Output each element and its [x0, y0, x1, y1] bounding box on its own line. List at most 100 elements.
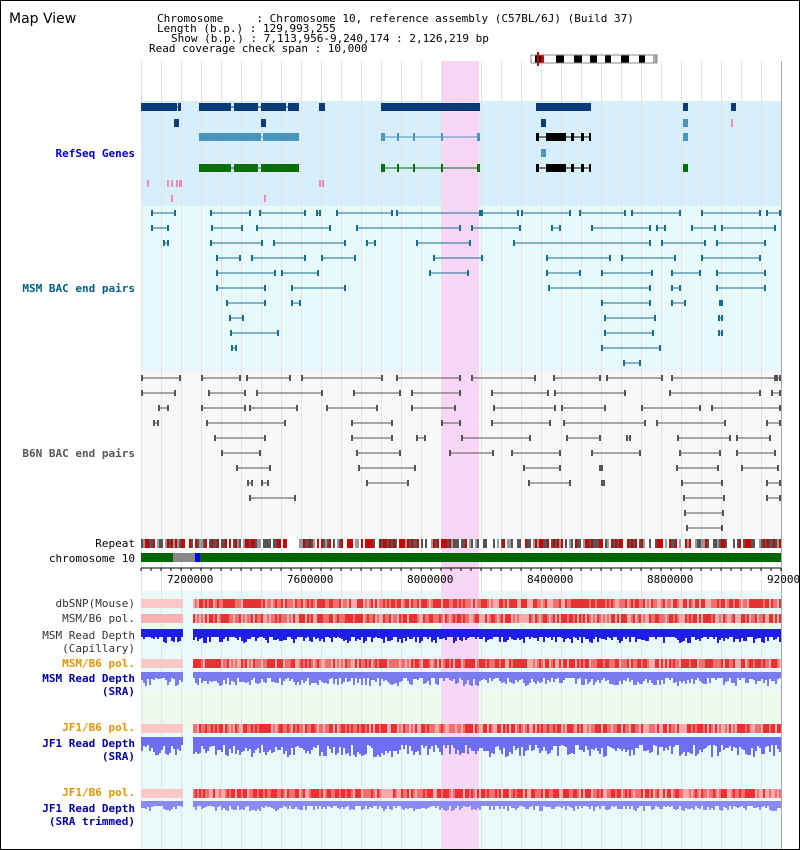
read-depth-bar	[215, 801, 217, 811]
read-depth-bar	[577, 801, 579, 809]
polymorphism-mark	[151, 614, 153, 623]
polymorphism-mark	[267, 789, 269, 798]
polymorphism-mark	[397, 789, 399, 798]
read-depth-bar	[769, 737, 771, 752]
polymorphism-mark	[339, 789, 341, 798]
read-depth-bar	[439, 672, 441, 678]
read-depth-bar	[717, 737, 719, 756]
repeat-mark	[333, 539, 335, 548]
b6n-bac-pair-end	[174, 390, 176, 396]
read-depth-bar	[163, 629, 165, 642]
polymorphism-mark	[629, 659, 631, 668]
read-depth-bar	[389, 672, 391, 684]
polymorphism-mark	[517, 614, 519, 623]
read-depth-bar	[217, 672, 219, 683]
read-depth-bar	[473, 801, 475, 809]
read-depth-bar	[747, 801, 749, 806]
b6n-bac-pair-end	[256, 390, 258, 396]
read-depth-bar	[385, 629, 387, 637]
read-depth-bar	[663, 629, 665, 643]
read-depth-bar	[355, 672, 357, 678]
read-depth-bar	[359, 672, 361, 679]
repeat-mark	[271, 539, 273, 548]
read-depth-bar	[571, 629, 573, 643]
read-depth-bar	[643, 672, 645, 681]
polymorphism-mark	[145, 599, 147, 608]
polymorphism-mark	[605, 614, 607, 623]
polymorphism-mark	[535, 614, 537, 623]
read-depth-bar	[309, 801, 311, 806]
read-depth-bar	[531, 737, 533, 751]
polymorphism-mark	[377, 659, 379, 668]
read-depth-bar	[431, 629, 433, 642]
polymorphism-mark	[407, 724, 409, 733]
polymorphism-mark	[417, 659, 419, 668]
read-depth-bar	[543, 801, 545, 806]
polymorphism-mark	[385, 789, 387, 798]
read-depth-bar	[757, 737, 759, 746]
polymorphism-mark	[509, 614, 511, 623]
polymorphism-mark	[215, 789, 217, 798]
polymorphism-mark	[521, 724, 523, 733]
read-depth-bar	[623, 737, 625, 749]
read-depth-bar	[305, 801, 307, 810]
repeat-mark	[197, 539, 199, 548]
polymorphism-mark	[335, 614, 337, 623]
read-depth-bar	[149, 737, 151, 751]
polymorphism-mark	[233, 599, 235, 608]
read-depth-bar	[529, 737, 531, 745]
polymorphism-mark	[509, 659, 511, 668]
polymorphism-mark	[737, 789, 739, 798]
read-depth-bar	[231, 737, 233, 753]
read-depth-bar	[541, 737, 543, 751]
read-depth-bar	[767, 629, 769, 641]
read-depth-bar	[619, 737, 621, 749]
repeat-mark	[655, 539, 657, 548]
polymorphism-mark	[743, 614, 745, 623]
polymorphism-mark	[461, 789, 463, 798]
track-label-msm-bac[interactable]: MSM BAC end pairs	[22, 282, 135, 295]
read-depth-bar	[525, 672, 527, 686]
read-depth-bar	[403, 629, 405, 638]
polymorphism-mark	[727, 789, 729, 798]
gene-exon	[381, 133, 385, 141]
read-depth-bar	[679, 737, 681, 756]
polymorphism-mark	[413, 659, 415, 668]
b6n-bac-pair-end	[411, 390, 413, 396]
polymorphism-mark	[423, 599, 425, 608]
polymorphism-mark	[151, 789, 153, 798]
track-label-b6n-bac[interactable]: B6N BAC end pairs	[22, 447, 135, 460]
repeat-mark	[309, 539, 311, 548]
read-depth-bar	[725, 737, 727, 748]
polymorphism-mark	[607, 724, 609, 733]
read-depth-bar	[581, 672, 583, 685]
repeat-mark	[297, 539, 299, 548]
read-depth-bar	[193, 737, 195, 754]
msm-bac-pair-end	[416, 240, 418, 246]
polymorphism-mark	[761, 599, 763, 608]
polymorphism-mark	[513, 724, 515, 733]
repeat-mark	[753, 539, 755, 548]
polymorphism-mark	[473, 614, 475, 623]
read-depth-bar	[143, 801, 145, 808]
polymorphism-mark	[459, 789, 461, 798]
polymorphism-mark	[669, 789, 671, 798]
read-depth-bar	[691, 629, 693, 637]
read-depth-bar	[313, 801, 315, 810]
read-depth-bar	[681, 801, 683, 810]
read-depth-bar	[741, 672, 743, 678]
read-depth-bar	[687, 801, 689, 809]
read-depth-bar	[443, 801, 445, 810]
repeat-mark	[213, 539, 215, 548]
read-depth-bar	[621, 672, 623, 684]
read-depth-bar	[449, 801, 451, 806]
read-depth-bar	[707, 672, 709, 678]
read-depth-bar	[241, 672, 243, 682]
read-depth-bar	[709, 672, 711, 683]
read-depth-bar	[289, 737, 291, 755]
polymorphism-mark	[449, 599, 451, 608]
read-depth-bar	[449, 672, 451, 680]
polymorphism-mark	[465, 599, 467, 608]
track-label-refseq[interactable]: RefSeq Genes	[55, 147, 135, 160]
